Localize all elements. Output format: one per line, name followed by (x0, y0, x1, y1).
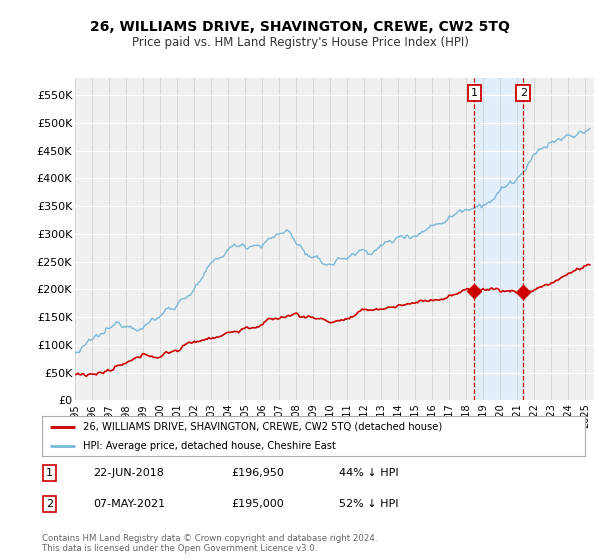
Bar (475, 78, 523, 400)
Text: 26, WILLIAMS DRIVE, SHAVINGTON, CREWE, CW2 5TQ: 26, WILLIAMS DRIVE, SHAVINGTON, CREWE, C… (90, 20, 510, 34)
Text: 2: 2 (520, 88, 527, 98)
Text: 07-MAY-2021: 07-MAY-2021 (93, 499, 165, 509)
Text: 22-JUN-2018: 22-JUN-2018 (93, 468, 164, 478)
Text: Contains HM Land Registry data © Crown copyright and database right 2024.
This d: Contains HM Land Registry data © Crown c… (42, 534, 377, 553)
Text: Price paid vs. HM Land Registry's House Price Index (HPI): Price paid vs. HM Land Registry's House … (131, 36, 469, 49)
Text: 2: 2 (46, 499, 53, 509)
Text: 1: 1 (46, 468, 53, 478)
Text: 26, WILLIAMS DRIVE, SHAVINGTON, CREWE, CW2 5TQ (detached house): 26, WILLIAMS DRIVE, SHAVINGTON, CREWE, C… (83, 422, 442, 432)
Text: HPI: Average price, detached house, Cheshire East: HPI: Average price, detached house, Ches… (83, 441, 335, 450)
Text: 1: 1 (471, 88, 478, 98)
Text: 52% ↓ HPI: 52% ↓ HPI (339, 499, 398, 509)
Text: 44% ↓ HPI: 44% ↓ HPI (339, 468, 398, 478)
Text: £195,000: £195,000 (231, 499, 284, 509)
Text: £196,950: £196,950 (231, 468, 284, 478)
